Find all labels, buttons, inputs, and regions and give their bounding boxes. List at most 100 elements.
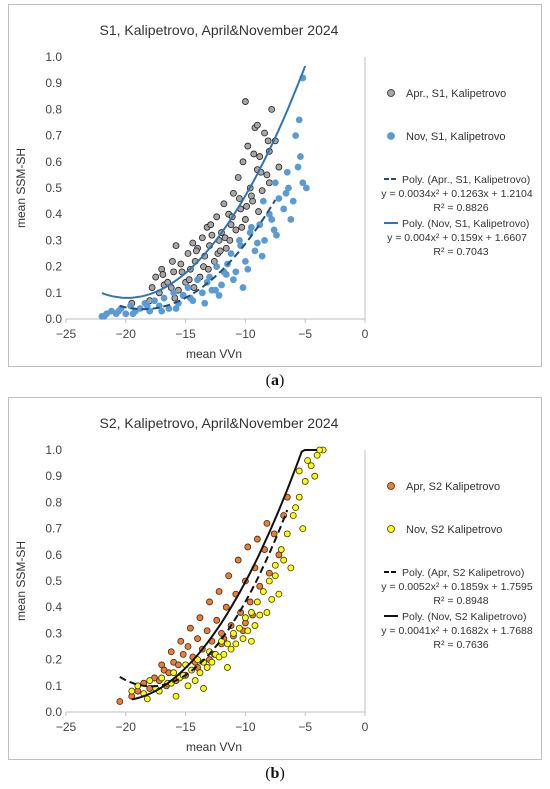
x-tick-label: −10 [235, 327, 256, 341]
legend-marker [387, 132, 395, 140]
data-point [287, 216, 295, 223]
data-point [251, 247, 259, 255]
data-point [241, 614, 249, 622]
data-point [226, 236, 234, 244]
data-point [129, 310, 137, 318]
data-point [227, 250, 235, 257]
data-point [283, 168, 291, 176]
legend-label: Apr, S2 Kalipetrovo [406, 481, 500, 493]
trendline-1 [119, 509, 289, 688]
chart-panel-b: S2, Kalipetrovo, April&November 2024 −25 −… [8, 397, 542, 760]
caption-a-close: ) [279, 372, 285, 389]
data-point [299, 179, 307, 187]
data-point [167, 648, 175, 656]
x-tick-label: 0 [362, 327, 369, 341]
data-point [251, 622, 259, 629]
trend-equation: y = 0.0041x² + 0.1682x + 1.7688 [381, 625, 533, 637]
data-point [265, 179, 273, 187]
x-tick-label: −15 [175, 720, 196, 734]
data-point [280, 556, 288, 564]
data-point [239, 635, 247, 643]
data-point [289, 512, 297, 519]
y-tick-label: 0.6 [45, 155, 62, 169]
legend: Apr, S2 Kalipetrovo Nov, S2 Kalipetrovo Po… [381, 481, 533, 651]
data-point [232, 640, 240, 648]
y-tick-label: 0.0 [45, 705, 62, 719]
data-point [172, 242, 180, 250]
y-tick-label: 0.8 [45, 495, 62, 509]
data-point [295, 467, 303, 475]
data-point [206, 273, 213, 281]
data-point [220, 200, 228, 208]
data-point [299, 525, 307, 533]
y-tick-label: 0.1 [45, 679, 62, 693]
data-point [295, 116, 303, 124]
data-point [151, 297, 158, 305]
data-point [175, 661, 182, 669]
data-point [259, 588, 267, 595]
y-tick-label: 0.1 [45, 286, 62, 300]
data-point [203, 627, 211, 635]
x-axis-label: mean VVn [186, 347, 242, 361]
data-point [292, 132, 300, 140]
data-point [297, 153, 304, 160]
data-point [244, 265, 252, 273]
trend-r2: R² = 0.8948 [433, 595, 488, 607]
data-point [225, 572, 233, 580]
data-point [294, 163, 302, 171]
data-point [189, 239, 197, 247]
data-point [244, 627, 252, 635]
data-point [122, 310, 130, 318]
data-point [261, 129, 268, 137]
x-tick-label: 0 [362, 720, 369, 734]
legend-label: Poly. (Apr, S2 Kalipetrovo) [402, 567, 524, 579]
data-point [179, 292, 187, 299]
data-point [194, 276, 201, 284]
trend-r2: R² = 0.7043 [433, 246, 488, 258]
data-point [250, 150, 258, 158]
data-point [292, 504, 300, 512]
data-point [265, 569, 273, 577]
data-point [146, 677, 154, 684]
legend-label: Poly. (Nov, S1, Kalipetrovo) [402, 218, 529, 230]
caption-b-close: ) [279, 765, 285, 782]
data-point [172, 692, 180, 700]
data-point [158, 661, 166, 669]
data-point [243, 202, 250, 210]
caption-b-open: ( [265, 765, 271, 782]
caption-b: (b) [0, 765, 550, 783]
data-point [258, 187, 266, 195]
legend-label: Poly. (Nov, S2 Kalipetrovo) [402, 611, 527, 623]
data-point [184, 284, 192, 291]
data-point [177, 260, 185, 268]
data-point [311, 472, 319, 480]
data-point [204, 265, 212, 273]
data-point [230, 276, 237, 284]
data-point [213, 616, 221, 624]
data-point [283, 530, 291, 538]
y-tick-label: 1.0 [45, 443, 62, 457]
data-point [191, 677, 199, 684]
data-point [207, 221, 215, 229]
y-tick-label: 0.3 [45, 233, 62, 247]
x-tick-label: −20 [116, 327, 137, 341]
caption-b-letter: b [270, 765, 280, 782]
data-point [287, 564, 295, 572]
data-point [184, 250, 192, 257]
data-point [253, 598, 261, 606]
data-point [158, 674, 166, 682]
data-point [192, 247, 200, 255]
y-tick-label: 0.4 [45, 600, 62, 614]
y-tick-label: 0.5 [45, 574, 62, 588]
data-point [198, 289, 206, 297]
data-point [232, 268, 240, 276]
data-point [263, 609, 271, 616]
data-point [234, 556, 242, 564]
data-point [203, 664, 211, 671]
chart-title: S1, Kalipetrovo, April&November 2024 [100, 22, 339, 38]
data-point [152, 273, 160, 281]
data-point [301, 478, 309, 485]
data-point [186, 624, 194, 632]
x-tick-label: −15 [175, 327, 196, 341]
data-point [289, 197, 297, 205]
